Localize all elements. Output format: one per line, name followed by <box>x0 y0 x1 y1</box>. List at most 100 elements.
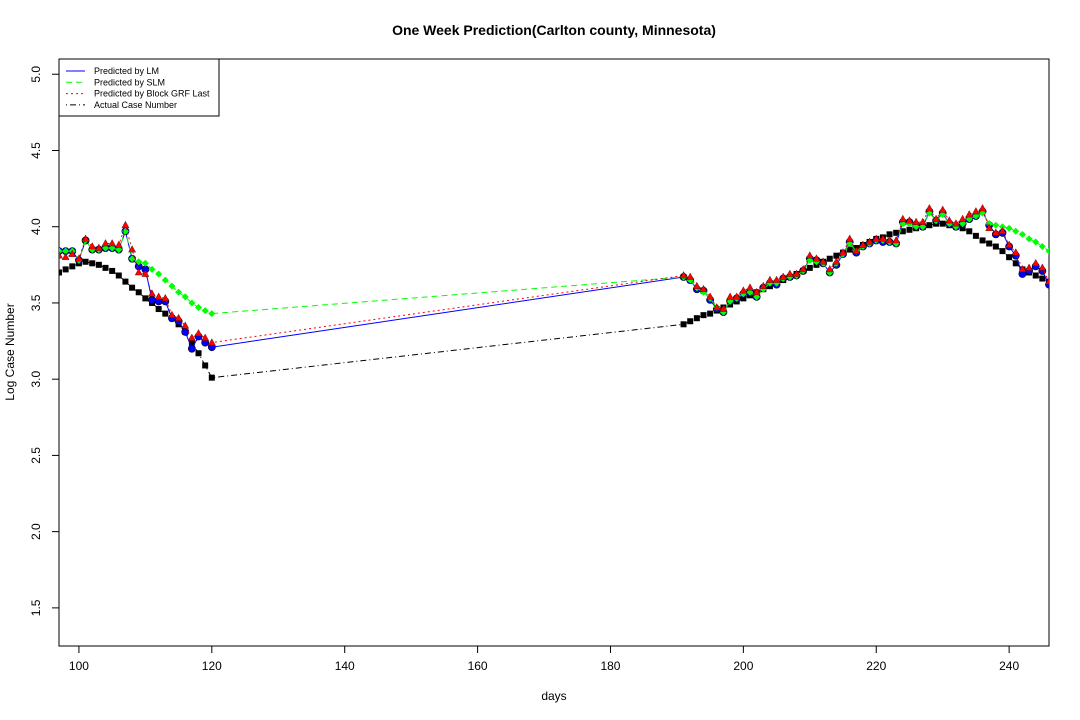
actual-case-number-point <box>188 339 195 346</box>
actual-case-number-point <box>926 222 933 229</box>
predicted-by-slm-point <box>1005 224 1013 232</box>
predicted-by-block-grf-last-point <box>812 254 821 262</box>
x-tick-label: 100 <box>69 659 89 673</box>
predicted-by-slm-point <box>148 265 156 273</box>
predicted-by-slm-point <box>1012 227 1020 235</box>
actual-case-number-point <box>59 269 62 276</box>
y-tick-label: 3.0 <box>29 371 43 388</box>
actual-case-number-point <box>972 232 979 239</box>
x-tick-label: 120 <box>202 659 222 673</box>
y-axis: 1.5 2.0 2.5 3.0 3.5 4.0 4.5 5.0 <box>29 66 59 616</box>
predicted-by-block-grf-last-point <box>732 292 741 300</box>
predicted-by-block-grf-last-point <box>772 275 781 283</box>
actual-case-number-point <box>893 229 900 236</box>
predicted-by-block-grf-last-point <box>832 257 841 265</box>
actual-case-number-point <box>687 318 694 325</box>
predicted-by-slm-point <box>195 304 203 312</box>
actual-case-number-line <box>59 223 1049 379</box>
actual-case-number-point <box>142 295 149 302</box>
predicted-by-block-grf-last-point <box>905 216 914 224</box>
predicted-by-block-grf-last-point <box>965 210 974 218</box>
y-tick-label: 2.5 <box>29 447 43 464</box>
predicted-by-block-grf-last-point <box>918 217 927 225</box>
predicted-by-slm-point <box>208 310 216 318</box>
predicted-by-slm-point <box>1032 238 1040 246</box>
predicted-by-block-grf-last-point <box>845 234 854 242</box>
plot-frame <box>58 58 1050 647</box>
predicted-by-block-grf-last-point <box>859 240 867 248</box>
predicted-by-block-grf-last-line <box>59 207 1049 344</box>
predicted-by-slm-point <box>108 244 116 252</box>
predicted-by-block-grf-last-point <box>121 220 130 228</box>
predicted-by-block-grf-last-point <box>686 272 695 280</box>
actual-case-number-point <box>1039 275 1046 282</box>
predicted-by-block-grf-last-point <box>1031 258 1040 267</box>
predicted-by-slm-point <box>985 220 993 228</box>
series-layer <box>59 204 1049 381</box>
predicted-by-slm-point <box>155 270 163 278</box>
actual-case-number-point <box>109 267 116 274</box>
predicted-by-slm-point <box>1045 247 1049 255</box>
predicted-by-block-grf-last-point <box>792 269 801 277</box>
legend-label-predicted-by-lm: Predicted by LM <box>94 66 159 76</box>
predicted-by-block-grf-last-point <box>719 304 728 312</box>
x-tick-label: 180 <box>600 659 620 673</box>
predicted-by-slm-point <box>188 299 196 307</box>
predicted-by-block-grf-last-point <box>746 283 754 291</box>
predicted-by-slm-point <box>181 293 189 301</box>
actual-case-number-point <box>846 246 853 253</box>
predicted-by-block-grf-last-point <box>61 252 70 260</box>
predicted-by-block-grf-last-point <box>1045 277 1049 285</box>
predicted-by-block-grf-last-point <box>825 265 834 273</box>
predicted-by-slm-point <box>972 212 980 220</box>
y-tick-label: 2.0 <box>29 523 43 540</box>
predicted-by-block-grf-last-point <box>712 303 721 311</box>
predicted-by-block-grf-last-point <box>128 245 136 253</box>
legend-label-predicted-by-slm: Predicted by SLM <box>94 77 165 87</box>
predicted-by-slm-point <box>726 297 734 305</box>
predicted-by-block-grf-last-point <box>108 239 117 247</box>
predicted-by-block-grf-last-point <box>1011 248 1020 256</box>
predicted-by-slm-point <box>919 223 927 231</box>
actual-case-number-point <box>122 278 129 285</box>
legend-label-actual-case-number: Actual Case Number <box>94 100 177 110</box>
predicted-by-slm-point <box>168 282 176 290</box>
predicted-by-lm-point <box>181 328 190 336</box>
predicted-by-slm-point <box>62 247 70 255</box>
predicted-by-block-grf-last-point <box>938 205 947 213</box>
predicted-by-block-grf-last-point <box>1005 240 1013 248</box>
actual-case-number-point <box>62 266 69 273</box>
actual-case-number-point <box>826 255 833 262</box>
predicted-by-block-grf-last-point <box>945 216 954 224</box>
predicted-by-lm-point <box>148 295 156 304</box>
predicted-by-slm-point <box>161 276 169 284</box>
actual-case-number-point <box>693 315 700 322</box>
actual-case-number-point <box>999 248 1006 255</box>
x-tick-label: 220 <box>866 659 886 673</box>
actual-case-number-point <box>1032 272 1039 279</box>
predicted-by-block-grf-last-point <box>95 243 103 251</box>
predicted-by-block-grf-last-point <box>706 292 714 300</box>
predicted-by-slm-point <box>1038 243 1046 251</box>
predicted-by-block-grf-last-point <box>68 249 77 257</box>
x-axis: 100 120 140 160 180 200 220 240 <box>69 646 1019 673</box>
predicted-by-block-grf-last-point <box>898 214 907 222</box>
predicted-by-block-grf-last-point <box>978 204 987 212</box>
predicted-by-block-grf-last-point <box>188 333 196 341</box>
predicted-by-block-grf-last-point <box>148 289 156 297</box>
x-tick-label: 240 <box>999 659 1019 673</box>
predicted-by-block-grf-last-point <box>925 204 934 212</box>
actual-case-number-point <box>155 306 162 313</box>
predicted-by-block-grf-last-point <box>991 228 1000 236</box>
predicted-by-block-grf-last-point <box>692 281 701 289</box>
predicted-by-block-grf-last-point <box>879 234 887 242</box>
predicted-by-block-grf-last-point <box>872 234 881 242</box>
predicted-by-block-grf-last-point <box>786 269 794 277</box>
predicted-by-block-grf-last-point <box>1038 263 1047 271</box>
predicted-by-block-grf-last-point <box>892 236 901 244</box>
predicted-by-block-grf-last-point <box>154 292 163 300</box>
predicted-by-slm-point <box>135 258 143 266</box>
actual-case-number-point <box>939 220 946 227</box>
x-tick-label: 200 <box>733 659 753 673</box>
